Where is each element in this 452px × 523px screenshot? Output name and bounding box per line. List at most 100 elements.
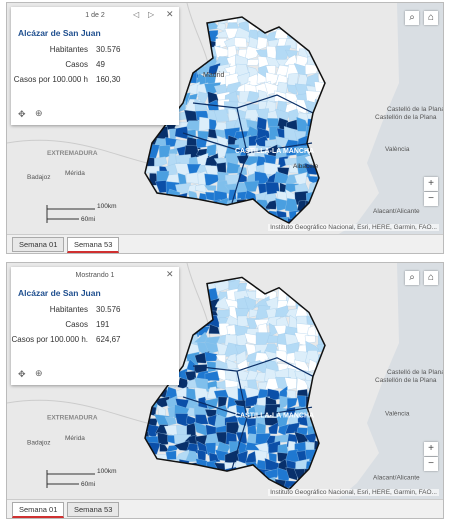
- scale-bar: [46, 470, 95, 488]
- sea: [337, 263, 443, 500]
- map-panel: EXTREMADURA Badajoz Mérida CASTILLA-LA MANC…: [6, 262, 444, 519]
- row-value: 30.576: [96, 45, 121, 54]
- home-button[interactable]: ⌂: [424, 11, 438, 25]
- move-icon[interactable]: ✥: [18, 109, 26, 119]
- search-button[interactable]: ⌕: [405, 11, 419, 25]
- label-line: Castellón de la Plana: [375, 114, 437, 121]
- municipality: [304, 335, 316, 344]
- popup-pager: Mostrando 1: [75, 272, 115, 279]
- municipality: [275, 45, 291, 61]
- map-label: Badajoz: [27, 174, 51, 181]
- popup-row: Habitantes 30.576: [11, 305, 171, 315]
- close-button[interactable]: ✕: [166, 269, 174, 279]
- zoom-out[interactable]: −: [424, 192, 438, 206]
- popup-title: Alcázar de San Juan: [18, 288, 101, 298]
- popup-row: Habitantes 30.576: [11, 45, 171, 55]
- popup-pager: 1 de 2: [85, 12, 105, 19]
- close-button[interactable]: ✕: [166, 9, 174, 19]
- tab-bar: Semana 01 Semana 53: [7, 499, 443, 518]
- municipality: [195, 414, 209, 425]
- tab-bar: Semana 01 Semana 53: [7, 234, 443, 253]
- map-label: CASTILLA-LA MANCHA: [235, 148, 314, 155]
- map-label: València: [385, 146, 410, 153]
- map-label: Castelló de la Plana/Castellón de la Pla…: [375, 106, 443, 121]
- popup-row: Casos por 100.000 h. 624,67: [11, 335, 171, 345]
- row-label: Casos: [65, 320, 88, 329]
- search-button[interactable]: ⌕: [405, 271, 419, 285]
- map-label: Mérida: [65, 435, 85, 442]
- province-border: [182, 357, 314, 470]
- popup: 1 de 2 ◁ ▷ ✕ Alcázar de San Juan Habitantes 30…: [11, 7, 179, 125]
- municipality: [245, 442, 260, 451]
- map-label: EXTREMADURA: [47, 150, 98, 157]
- municipality: [224, 298, 239, 309]
- zoom-out[interactable]: −: [424, 457, 438, 471]
- row-value: 191: [96, 320, 110, 329]
- map-label: CASTILLA-LA MANCHA: [235, 413, 314, 420]
- attribution: Instituto Geográfico Nacional, Esri, HER…: [268, 489, 439, 496]
- row-label: Casos por 100.000 h.: [11, 335, 89, 344]
- scale-mi: 60mi: [81, 481, 95, 488]
- row-label: Habitantes: [49, 45, 88, 54]
- municipality: [213, 109, 230, 122]
- municipality: [254, 442, 269, 454]
- map-label: Mérida: [65, 170, 85, 177]
- municipality: [268, 452, 277, 463]
- municipality: [154, 156, 168, 169]
- municipality: [274, 433, 290, 443]
- municipality: [244, 45, 261, 61]
- municipality: [246, 59, 261, 66]
- tab[interactable]: Semana 01: [12, 502, 65, 518]
- zoom-to-icon[interactable]: ⊕: [35, 108, 43, 118]
- prev-button[interactable]: ◁: [133, 10, 140, 19]
- attribution: Instituto Geográfico Nacional, Esri, HER…: [268, 224, 439, 231]
- row-value: 30.576: [96, 305, 121, 314]
- map-label: EXTREMADURA: [47, 415, 98, 422]
- municipality: [243, 296, 256, 312]
- municipality: [255, 332, 271, 347]
- row-value: 624,67: [96, 335, 121, 344]
- map-label: Castelló de la Plana/Castellón de la Pla…: [375, 369, 443, 384]
- popup-row: Casos por 100.000 h 160,30: [11, 75, 171, 85]
- map-label: València: [385, 410, 410, 417]
- map-label: Albacete: [293, 163, 319, 170]
- move-icon[interactable]: ✥: [18, 369, 26, 379]
- zoom-in[interactable]: +: [424, 177, 438, 191]
- scale-mi: 60mi: [81, 216, 95, 223]
- next-button[interactable]: ▷: [148, 10, 155, 19]
- home-button[interactable]: ⌂: [424, 271, 438, 285]
- row-label: Habitantes: [49, 305, 88, 314]
- popup-row: Casos 191: [11, 320, 171, 330]
- zoom-in[interactable]: +: [424, 442, 438, 456]
- municipality: [243, 180, 260, 192]
- municipality: [286, 397, 298, 410]
- municipality: [237, 315, 249, 328]
- label-line: Castelló de la Plana/: [387, 369, 443, 376]
- map-label: Alacant/Alicante: [373, 474, 420, 481]
- municipality: [246, 90, 261, 103]
- map-label: Madrid: [203, 72, 225, 79]
- map-panel: Madrid EXTREMADURA Badajoz Mérida CASTILLA-L…: [6, 2, 444, 254]
- label-line: Castellón de la Plana: [375, 377, 437, 384]
- municipality: [204, 370, 221, 381]
- municipality: [264, 199, 278, 210]
- municipality: [164, 416, 177, 426]
- map-label: Alacant/Alicante: [373, 208, 420, 215]
- zoom-to-icon[interactable]: ⊕: [35, 368, 43, 378]
- label-line: Castelló de la Plana/: [387, 106, 443, 113]
- municipality: [284, 377, 297, 391]
- municipality: [236, 333, 247, 347]
- tab[interactable]: Semana 53: [67, 502, 120, 517]
- tab[interactable]: Semana 01: [12, 237, 65, 252]
- map-label: Badajoz: [27, 439, 51, 446]
- popup-row: Casos 49: [11, 60, 171, 70]
- scale-km: 100km: [97, 468, 117, 475]
- municipality: [234, 37, 248, 48]
- row-value: 49: [96, 60, 105, 69]
- popup: Mostrando 1 ✕ Alcázar de San Juan Habitante…: [11, 267, 179, 385]
- row-label: Casos por 100.000 h: [13, 75, 88, 84]
- municipality: [268, 422, 279, 435]
- tab[interactable]: Semana 53: [67, 237, 120, 253]
- row-label: Casos: [65, 60, 88, 69]
- municipality: [255, 305, 271, 321]
